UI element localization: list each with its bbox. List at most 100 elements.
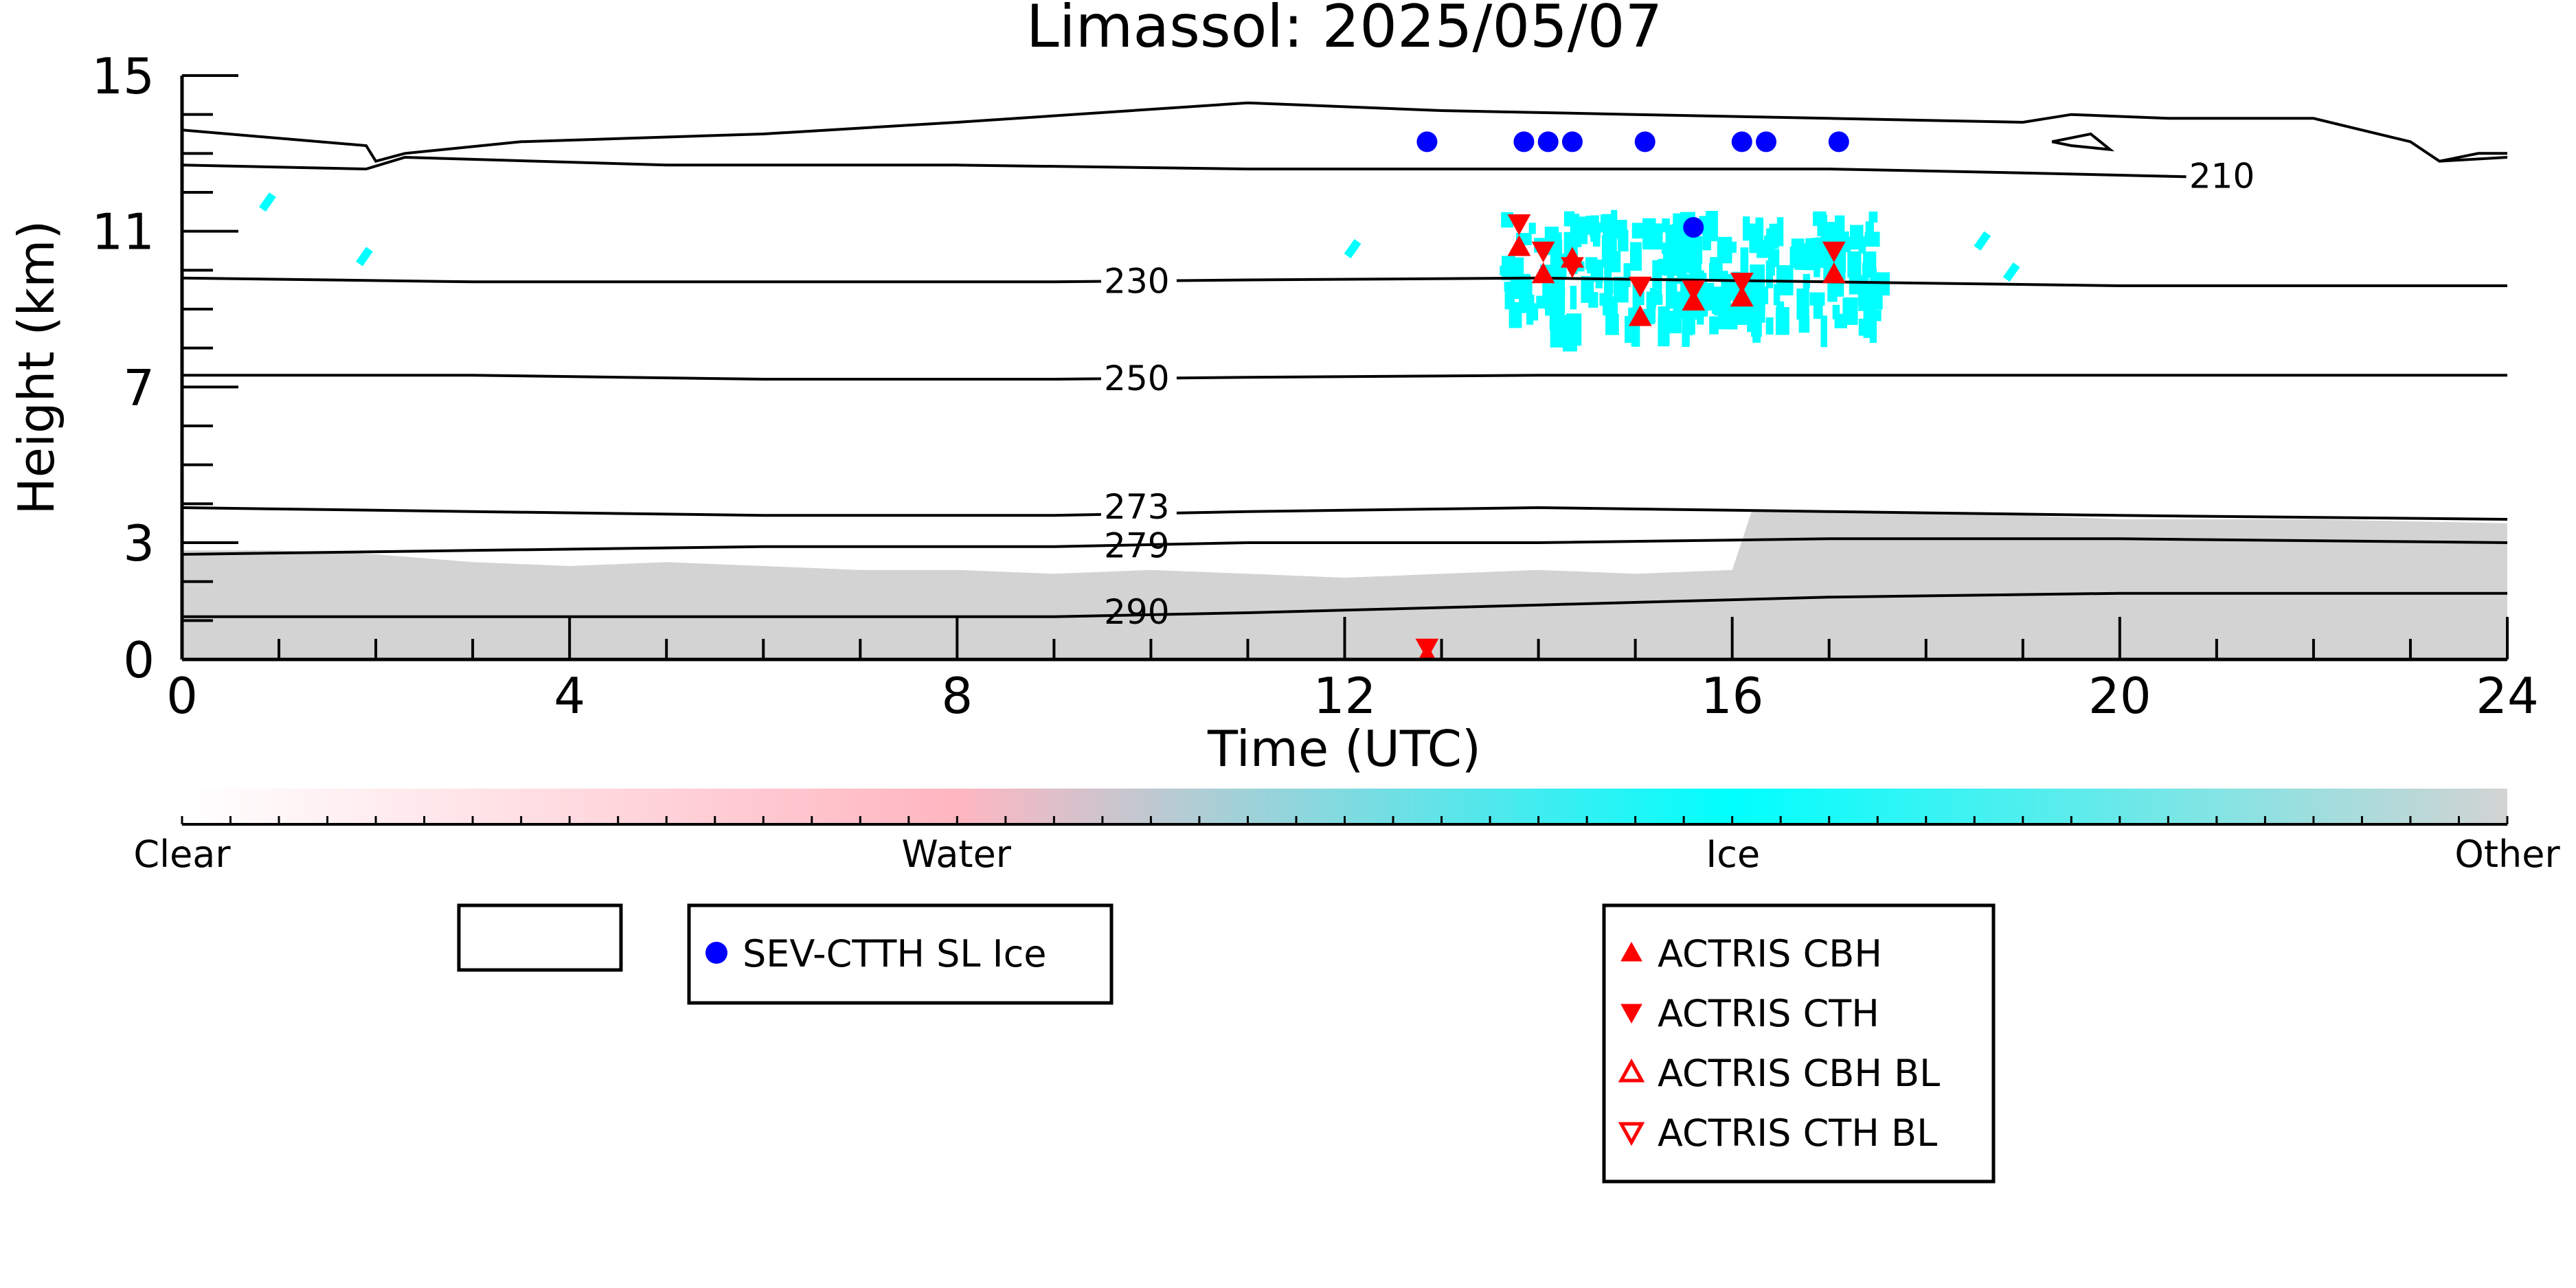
legend-label: ACTRIS CBH xyxy=(1658,932,1882,975)
contour-label-230: 230 xyxy=(1104,261,1169,301)
ice-cloud-fragment xyxy=(259,192,276,212)
marker-actris-cth xyxy=(1507,214,1531,236)
ice-cloud-pixel xyxy=(1658,317,1670,347)
x-tick-label: 16 xyxy=(1701,667,1764,725)
marker-sev-ctth-sl-ice xyxy=(1828,131,1849,152)
ice-cloud-pixel xyxy=(1709,316,1719,335)
temperature-contours xyxy=(182,101,2507,618)
ice-cloud-pixel xyxy=(1636,291,1645,306)
ice-cloud-pixel xyxy=(1796,289,1809,320)
legend-entry: ACTRIS CBH xyxy=(1620,932,1882,975)
chart-title: Limassol: 2025/05/07 xyxy=(1026,0,1662,61)
contour-line-210-lower xyxy=(182,155,2188,179)
marker-actris-cth xyxy=(1561,257,1584,278)
legend-frame xyxy=(457,903,623,972)
contour-line-290 xyxy=(182,591,2507,618)
ice-cloud-pixel xyxy=(1751,318,1762,337)
marker-sev-ctth-sl-ice xyxy=(1756,131,1777,152)
observation-markers xyxy=(1415,131,1849,659)
ice-cloud-pixel xyxy=(1611,210,1618,221)
ice-cloud-pixel xyxy=(1587,263,1603,273)
ice-cloud-fragment xyxy=(1344,239,1362,259)
marker-actris-cth xyxy=(1531,241,1555,263)
ice-cloud-pixel xyxy=(1609,251,1621,273)
ice-cloud-pixel xyxy=(1835,281,1844,297)
ice-cloud-pixel xyxy=(1662,242,1675,254)
ice-cloud-pixel xyxy=(1509,302,1522,328)
ice-cloud-pixel xyxy=(1832,304,1840,319)
legend-marker-triangle-up-open xyxy=(1618,1058,1645,1083)
ice-cloud-pixel xyxy=(1604,280,1614,294)
marker-actris-cbh xyxy=(1822,262,1846,284)
x-tick-label: 12 xyxy=(1313,667,1377,725)
ice-cloud-pixel xyxy=(1625,315,1631,343)
legend-label: ACTRIS CBH BL xyxy=(1658,1052,1940,1095)
contour-loop-210 xyxy=(2051,132,2115,152)
legend-label: ACTRIS CTH xyxy=(1658,992,1879,1035)
ice-cloud-fragment xyxy=(356,247,373,267)
ice-cloud-pixel xyxy=(1764,235,1775,258)
marker-actris-cth xyxy=(1415,638,1439,659)
x-tick-label: 24 xyxy=(2476,667,2539,725)
ice-cloud-pixel xyxy=(1773,284,1781,306)
colorbar-label-water: Water xyxy=(901,833,1011,876)
legend-marker-triangle-down xyxy=(1620,1004,1642,1024)
ice-cloud-pixel xyxy=(1631,223,1646,239)
x-axis-label: Time (UTC) xyxy=(1207,720,1481,778)
ice-cloud-fragment xyxy=(2002,262,2020,282)
other-layer xyxy=(182,511,2507,659)
marker-actris-cth xyxy=(1682,280,1706,302)
legend-box-1 xyxy=(457,903,623,972)
ice-cloud-pixel xyxy=(1800,243,1808,271)
y-axis-label: Height (km) xyxy=(8,221,65,515)
legend-frame xyxy=(1602,903,1996,1184)
ice-cloud-pixel xyxy=(1502,256,1515,281)
ice-cloud-pixel xyxy=(1843,236,1851,252)
contour-label-bg xyxy=(2186,156,2262,194)
ice-cloud-pixel xyxy=(1842,297,1858,325)
marker-sev-ctth-sl-ice xyxy=(1513,131,1535,152)
marker-sev-ctth-sl-ice xyxy=(1561,131,1583,152)
contour-label-bg xyxy=(1100,359,1177,396)
ice-cloud-pixel xyxy=(1768,245,1775,276)
ice-cloud-pixel xyxy=(1563,318,1577,352)
y-tick-label: 3 xyxy=(123,515,155,572)
ice-cloud-pixel xyxy=(1682,307,1694,336)
colorbar: Clear Water Ice Other xyxy=(133,789,2560,876)
ice-cloud-pixel xyxy=(1857,282,1871,306)
ice-cloud-pixel xyxy=(1603,299,1617,316)
marker-sev-ctth-sl-ice xyxy=(1634,131,1656,152)
y-tick-label: 0 xyxy=(123,631,155,689)
legend-entry: ACTRIS CBH BL xyxy=(1618,1052,1940,1095)
contour-line-279 xyxy=(182,537,2507,556)
ice-cloud-pixel xyxy=(1575,216,1588,245)
contour-label-250: 250 xyxy=(1104,359,1169,398)
legends: SEV-CTTH SL Ice ACTRIS CBH ACTRIS CTH ACTRI… xyxy=(457,903,1996,1184)
ice-cloud-pixel xyxy=(1847,251,1862,278)
contour-loop-210 xyxy=(2439,152,2507,163)
contour-label-bg xyxy=(1100,261,1177,299)
ice-cloud-pixel xyxy=(1747,318,1754,332)
x-tick-label: 0 xyxy=(166,667,198,725)
axes: 0 4 8 12 16 20 24 0 3 7 11 15 xyxy=(91,47,2538,725)
marker-sev-ctth-sl-ice xyxy=(1731,131,1752,152)
ice-cloud-pixel xyxy=(1798,316,1810,333)
ice-cloud-pixel xyxy=(1570,286,1577,310)
ice-cloud-pixel xyxy=(1618,229,1629,252)
contour-line-250 xyxy=(182,374,2507,381)
y-tick-label: 11 xyxy=(91,203,155,261)
ice-cloud-pixel xyxy=(1691,236,1703,264)
contour-label-273: 273 xyxy=(1104,487,1169,527)
ice-cloud-pixel xyxy=(1863,307,1875,339)
marker-actris-cth xyxy=(1822,241,1846,263)
ice-cloud-pixel xyxy=(1740,247,1749,276)
ice-cloud-pixel xyxy=(1805,238,1821,271)
ice-cloud-pixel xyxy=(1743,216,1750,241)
ice-cloud-pixel xyxy=(1526,295,1535,317)
legend-label: SEV-CTTH SL Ice xyxy=(743,932,1047,975)
ice-cloud-pixel xyxy=(1868,212,1878,223)
colorbar-label-clear: Clear xyxy=(133,833,231,876)
contour-label-210: 210 xyxy=(2189,156,2255,196)
legend-marker-triangle-down-open xyxy=(1618,1122,1645,1146)
